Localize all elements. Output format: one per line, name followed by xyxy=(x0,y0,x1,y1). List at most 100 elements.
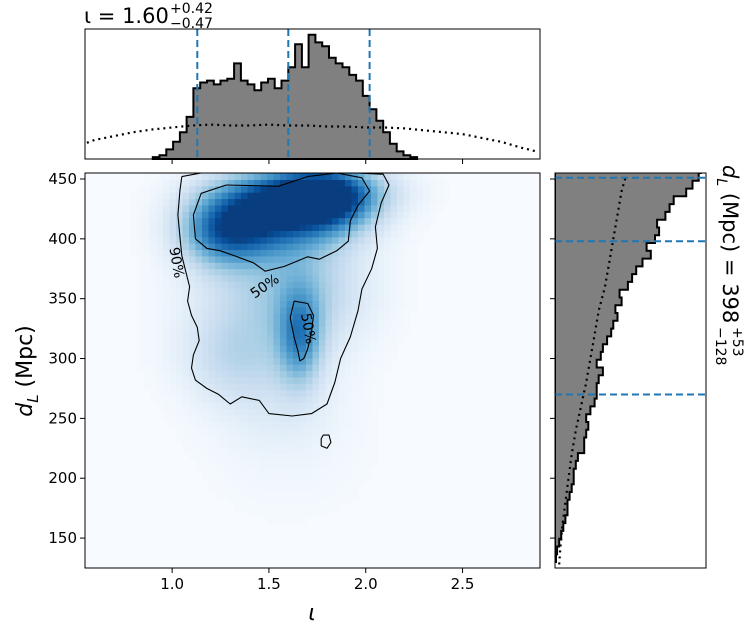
heatmap-cell xyxy=(202,287,210,295)
heatmap-cell xyxy=(221,472,229,480)
heatmap-cell xyxy=(338,249,346,257)
heatmap-cell xyxy=(325,351,333,359)
heatmap-cell xyxy=(241,376,249,384)
heatmap-cell xyxy=(267,345,275,352)
heatmap-cell xyxy=(377,294,385,302)
heatmap-cell xyxy=(358,230,366,238)
heatmap-cell xyxy=(254,504,262,512)
heatmap-cell xyxy=(241,262,249,270)
heatmap-cell xyxy=(397,338,405,346)
heatmap-cell xyxy=(332,262,340,270)
heatmap-cell xyxy=(338,236,346,244)
heatmap-cell xyxy=(299,325,307,333)
dl-plus-error: +53 xyxy=(729,327,745,357)
heatmap-cell xyxy=(345,370,353,378)
heatmap-cell xyxy=(254,255,262,263)
heatmap-cell xyxy=(306,357,314,365)
heatmap-cell xyxy=(208,179,216,187)
heatmap-cell xyxy=(267,351,275,359)
heatmap-cell xyxy=(260,427,268,435)
heatmap-cell xyxy=(143,211,151,219)
heatmap-cell xyxy=(169,217,177,225)
heatmap-cell xyxy=(397,313,405,321)
heatmap-cell xyxy=(156,402,164,410)
heatmap-cell xyxy=(384,325,392,333)
heatmap-cell xyxy=(176,415,184,423)
heatmap-cell xyxy=(325,173,333,180)
heatmap-cell xyxy=(221,204,229,212)
heatmap-cell xyxy=(273,364,281,372)
heatmap-cell xyxy=(202,434,210,442)
heatmap-cell xyxy=(156,332,164,340)
heatmap-cell xyxy=(221,421,229,429)
heatmap-cell xyxy=(325,255,333,263)
heatmap-cell xyxy=(195,370,203,378)
heatmap-cell xyxy=(189,364,197,372)
heatmap-cell xyxy=(189,338,197,346)
heatmap-cell xyxy=(364,306,372,314)
heatmap-cell xyxy=(221,440,229,448)
heatmap-cell xyxy=(267,466,275,474)
heatmap-cell xyxy=(286,389,294,397)
heatmap-cell xyxy=(338,427,346,435)
heatmap-cell xyxy=(332,268,340,276)
heatmap-cell xyxy=(345,485,353,493)
heatmap-cell xyxy=(319,415,327,423)
heatmap-cell xyxy=(267,294,275,302)
heatmap-cell xyxy=(384,300,392,308)
heatmap-cell xyxy=(364,345,372,352)
heatmap-cell xyxy=(163,185,171,193)
heatmap-cell xyxy=(228,300,236,308)
heatmap-cell xyxy=(332,357,340,365)
heatmap-cell xyxy=(403,300,411,308)
heatmap-cell xyxy=(156,198,164,206)
heatmap-cell xyxy=(182,434,190,442)
heatmap-cell xyxy=(306,306,314,314)
heatmap-cell xyxy=(221,364,229,372)
heatmap-cell xyxy=(267,402,275,410)
heatmap-cell xyxy=(319,338,327,346)
heatmap-cell xyxy=(319,427,327,435)
heatmap-cell xyxy=(351,408,359,416)
heatmap-cell xyxy=(150,376,158,384)
heatmap-cell xyxy=(371,294,379,302)
heatmap-cell xyxy=(137,351,145,359)
heatmap-cell xyxy=(325,370,333,378)
heatmap-cell xyxy=(293,179,301,187)
heatmap-cell xyxy=(221,185,229,193)
heatmap-cell xyxy=(306,313,314,321)
heatmap-cell xyxy=(403,223,411,231)
heatmap-cell xyxy=(241,319,249,327)
heatmap-cell xyxy=(358,262,366,270)
heatmap-cell xyxy=(319,306,327,314)
heatmap-cell xyxy=(312,211,320,219)
heatmap-cell xyxy=(286,351,294,359)
heatmap-cell xyxy=(176,408,184,416)
heatmap-cell xyxy=(351,383,359,391)
heatmap-cell xyxy=(377,364,385,372)
heatmap-cell xyxy=(234,389,242,397)
heatmap-cell xyxy=(137,345,145,352)
heatmap-cell xyxy=(163,204,171,212)
heatmap-cell xyxy=(377,230,385,238)
heatmap-cell xyxy=(273,446,281,454)
heatmap-cell xyxy=(325,274,333,282)
heatmap-cell xyxy=(150,389,158,397)
heatmap-cell xyxy=(351,421,359,429)
heatmap-cell xyxy=(202,306,210,314)
heatmap-cell xyxy=(143,287,151,295)
heatmap-cell xyxy=(390,262,398,270)
heatmap-cell xyxy=(221,287,229,295)
heatmap-cell xyxy=(371,383,379,391)
heatmap-cell xyxy=(221,408,229,416)
heatmap-cell xyxy=(215,466,223,474)
heatmap-cell xyxy=(364,255,372,263)
heatmap-cell xyxy=(312,415,320,423)
heatmap-cell xyxy=(215,281,223,289)
heatmap-cell xyxy=(247,236,255,244)
heatmap-cell xyxy=(371,434,379,442)
heatmap-cell xyxy=(371,192,379,200)
heatmap-cell xyxy=(267,472,275,480)
heatmap-cell xyxy=(195,313,203,321)
heatmap-cell xyxy=(234,249,242,257)
